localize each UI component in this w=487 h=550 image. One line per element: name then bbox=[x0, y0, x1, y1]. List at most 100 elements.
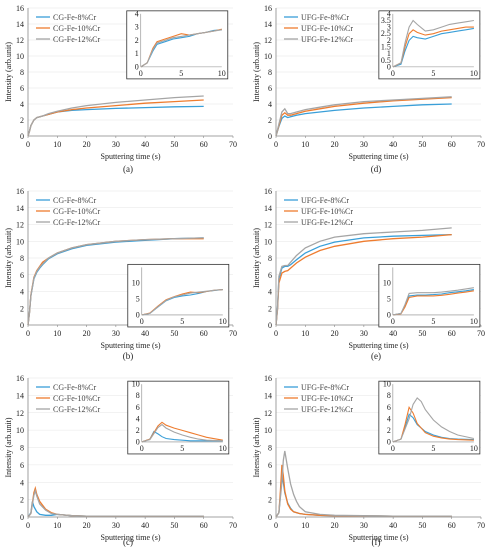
legend-entry: CG-Fe-8%Cr bbox=[53, 13, 96, 22]
x-tick-label: 0 bbox=[26, 329, 30, 338]
x-tick-label: 0 bbox=[26, 521, 30, 530]
y-tick-label: 16 bbox=[16, 374, 24, 383]
panel-label: (f) bbox=[372, 537, 381, 547]
y-axis-title: Intensity (arb.unit) bbox=[4, 42, 13, 102]
x-tick-label: 50 bbox=[418, 521, 426, 530]
inset-series-line-2 bbox=[392, 26, 474, 68]
y-tick-label: 14 bbox=[264, 204, 272, 213]
inset-x-tick-label: 0 bbox=[140, 444, 144, 453]
x-tick-label: 20 bbox=[83, 521, 91, 530]
series-line-3 bbox=[275, 96, 452, 137]
inset-y-tick-label: 0 bbox=[135, 62, 139, 71]
inset-series-line-3 bbox=[392, 397, 475, 443]
inset-y-tick-label: 0 bbox=[136, 437, 140, 446]
x-tick-label: 10 bbox=[53, 140, 61, 149]
x-axis-title: Sputtering time (s) bbox=[101, 152, 161, 161]
inset-x-tick-label: 10 bbox=[218, 69, 226, 78]
y-tick-label: 2 bbox=[268, 496, 272, 505]
legend-entry: CG-Fe-12%Cr bbox=[53, 218, 100, 227]
y-axis-title: Intensity (arb.unit) bbox=[252, 417, 261, 477]
legend-entry: UFG-Fe-8%Cr bbox=[301, 13, 349, 22]
y-tick-label: 6 bbox=[268, 271, 272, 280]
legend-entry: UFG-Fe-12%Cr bbox=[301, 218, 353, 227]
x-tick-label: 0 bbox=[26, 140, 30, 149]
x-tick-label: 60 bbox=[448, 521, 456, 530]
legend-entry: CG-Fe-12%Cr bbox=[53, 35, 100, 44]
inset-y-tick-label: 0 bbox=[387, 310, 391, 319]
y-tick-label: 16 bbox=[16, 187, 24, 196]
y-tick-label: 10 bbox=[264, 237, 272, 246]
x-tick-label: 40 bbox=[389, 329, 397, 338]
inset-x-tick-label: 0 bbox=[391, 444, 395, 453]
inset-y-tick-label: 0.5 bbox=[381, 56, 391, 65]
x-tick-label: 20 bbox=[331, 140, 339, 149]
y-tick-label: 8 bbox=[20, 254, 24, 263]
x-tick-label: 70 bbox=[477, 140, 485, 149]
inset-x-tick-label: 10 bbox=[219, 317, 227, 326]
inset-y-tick-label: 2 bbox=[136, 426, 140, 435]
y-tick-label: 4 bbox=[20, 100, 24, 109]
inset-y-tick-label: 2 bbox=[135, 36, 139, 45]
y-axis-title: Intensity (arb.unit) bbox=[252, 42, 261, 102]
series-line-2 bbox=[275, 233, 452, 326]
series-line-1 bbox=[275, 103, 452, 137]
x-tick-label: 30 bbox=[112, 329, 120, 338]
y-tick-label: 2 bbox=[20, 496, 24, 505]
y-tick-label: 10 bbox=[16, 52, 24, 61]
y-tick-label: 12 bbox=[264, 409, 272, 418]
x-axis-title: Sputtering time (s) bbox=[349, 533, 409, 542]
x-tick-label: 60 bbox=[448, 140, 456, 149]
y-tick-label: 10 bbox=[16, 237, 24, 246]
legend-entry: CG-Fe-10%Cr bbox=[53, 24, 100, 33]
panel-label: (b) bbox=[123, 351, 134, 361]
y-tick-label: 4 bbox=[20, 288, 24, 297]
series-line-2 bbox=[27, 99, 204, 137]
inset-chart: 00.511.522.533.54 0 5 10 bbox=[378, 9, 481, 80]
legend-entry: UFG-Fe-10%Cr bbox=[301, 394, 353, 403]
y-tick-label: 2 bbox=[268, 304, 272, 313]
inset-y-tick-label: 4 bbox=[387, 414, 391, 423]
y-tick-label: 14 bbox=[16, 391, 24, 400]
x-tick-label: 40 bbox=[389, 521, 397, 530]
legend-entry: CG-Fe-10%Cr bbox=[53, 394, 100, 403]
inset-y-tick-label: 2 bbox=[387, 36, 391, 45]
x-tick-label: 30 bbox=[112, 521, 120, 530]
y-tick-label: 6 bbox=[20, 84, 24, 93]
x-tick-label: 50 bbox=[170, 521, 178, 530]
x-axis-title: Sputtering time (s) bbox=[349, 152, 409, 161]
inset-y-tick-label: 5 bbox=[136, 295, 140, 304]
series-line-3 bbox=[27, 95, 204, 137]
y-tick-label: 0 bbox=[268, 513, 272, 522]
y-tick-label: 10 bbox=[264, 426, 272, 435]
legend-entry: CG-Fe-10%Cr bbox=[53, 207, 100, 216]
x-tick-label: 10 bbox=[301, 521, 309, 530]
y-tick-label: 14 bbox=[264, 391, 272, 400]
x-tick-label: 30 bbox=[112, 140, 120, 149]
x-tick-label: 70 bbox=[477, 521, 485, 530]
legend-entry: UFG-Fe-8%Cr bbox=[301, 383, 349, 392]
x-tick-label: 0 bbox=[274, 140, 278, 149]
y-tick-label: 6 bbox=[268, 84, 272, 93]
series-line-2 bbox=[27, 485, 204, 518]
inset-y-tick-label: 1 bbox=[387, 49, 391, 58]
y-tick-label: 8 bbox=[268, 68, 272, 77]
inset-series-line-3 bbox=[392, 19, 474, 68]
x-tick-label: 10 bbox=[301, 329, 309, 338]
inset-x-tick-label: 10 bbox=[470, 69, 478, 78]
legend-entry: CG-Fe-8%Cr bbox=[53, 196, 96, 205]
y-tick-label: 6 bbox=[20, 461, 24, 470]
x-tick-label: 60 bbox=[200, 521, 208, 530]
y-tick-label: 8 bbox=[268, 254, 272, 263]
inset-x-tick-label: 5 bbox=[180, 444, 184, 453]
y-tick-label: 12 bbox=[264, 221, 272, 230]
legend-entry: UFG-Fe-10%Cr bbox=[301, 207, 353, 216]
x-axis-title: Sputtering time (s) bbox=[101, 533, 161, 542]
series-line-1 bbox=[275, 475, 452, 518]
y-tick-label: 2 bbox=[20, 304, 24, 313]
x-axis-title: Sputtering time (s) bbox=[101, 341, 161, 350]
inset-x-tick-label: 5 bbox=[431, 444, 435, 453]
